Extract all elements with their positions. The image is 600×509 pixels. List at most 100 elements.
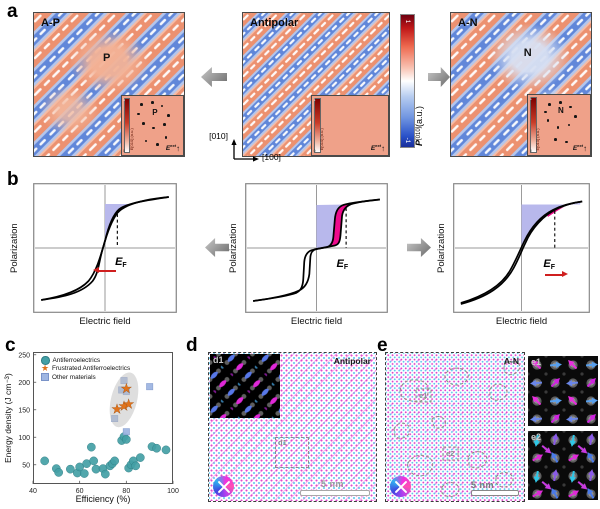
defect-dot <box>139 103 143 106</box>
svg-text:60: 60 <box>76 488 84 495</box>
legend-item-antiferroelectrics: Antiferroelectrics <box>41 356 130 365</box>
legend-item-other: Other materials <box>41 373 130 382</box>
inset-e2-label: e2 <box>531 432 542 442</box>
phase-field-inset-ap: 1 0 E[010] (a.u.) P Eext↑ <box>120 95 184 156</box>
block-arrow-left-icon <box>205 238 229 257</box>
circle-marker-icon <box>41 356 50 365</box>
magnified-region-outline <box>275 437 309 468</box>
star-marker-icon: ★ <box>41 363 50 374</box>
inset-colorbar-min: 0 <box>313 149 316 153</box>
field-ef-label: EF <box>543 257 556 271</box>
direction-colorwheel-icon <box>390 476 411 497</box>
block-arrow-right-icon <box>428 67 450 87</box>
stem-map-antipolar: d1 Antipolar d1 5 nm <box>208 352 377 502</box>
region-d1-label: d1 <box>278 438 287 447</box>
hysteresis-curves <box>33 183 177 313</box>
inset-region-label-n: N <box>557 105 564 115</box>
defect-dot <box>569 105 572 109</box>
field-ef-label: EF <box>336 257 349 271</box>
defect-dot <box>565 140 568 144</box>
inset-colorbar-min: 0 <box>529 149 532 153</box>
b1-xlabel: Electric field <box>79 316 131 327</box>
sim-title-ap: A-P <box>41 17 60 29</box>
panel-a-label: a <box>7 1 18 22</box>
defect-dot <box>567 123 571 127</box>
axis-indicator-arrows-icon <box>231 139 259 162</box>
svg-text:80: 80 <box>122 488 130 495</box>
region-label-n: N <box>523 47 532 60</box>
b3-xlabel: Electric field <box>495 316 548 327</box>
polarization-dot-texture <box>386 353 524 501</box>
colorbar-min: -1 <box>404 137 411 144</box>
panel-e-label: e <box>377 335 388 356</box>
polarization-colorbar: 1 -1 <box>400 14 415 148</box>
square-marker-icon <box>41 373 49 382</box>
hysteresis-curves <box>245 183 388 313</box>
c-legend: Antiferroelectrics ★ Frustrated Antiferro… <box>41 356 130 382</box>
defect-dot <box>548 103 551 106</box>
svg-text:★: ★ <box>121 382 132 396</box>
domain-outline-overlay <box>393 360 521 498</box>
stem-inset-e1: e1 <box>528 356 598 426</box>
simulation-panel-antipolar: Antipolar 1 0 E[010] (a.u.) Eext↑ <box>242 12 390 157</box>
svg-text:100: 100 <box>167 488 179 495</box>
region-e2-label: e2 <box>446 449 455 458</box>
hysteresis-curves <box>453 183 590 313</box>
sim-title-antipolar: Antipolar <box>250 17 299 29</box>
defect-dot <box>142 122 145 125</box>
defect-dot <box>164 136 168 139</box>
svg-text:★: ★ <box>112 402 123 416</box>
inset-colorbar-label: E[010] (a.u.) <box>319 128 325 151</box>
defect-dot <box>546 118 550 122</box>
inset-colorbar-label: E[010] (a.u.) <box>535 128 541 151</box>
map-title-an: A-N <box>503 356 519 366</box>
red-arrow-left-icon <box>93 267 117 274</box>
hysteresis-plot-antipolar: EF <box>245 183 388 313</box>
simulation-panel-an: A-N N 1 0 E[010] (a.u.) N Eext↑ <box>450 12 592 157</box>
block-arrow-left-icon <box>201 67 227 87</box>
c-xlabel: Efficiency (%) <box>75 494 131 504</box>
svg-text:★: ★ <box>119 399 130 413</box>
region-label-p: P <box>103 51 111 64</box>
scalebar-label: 5 nm <box>320 479 344 489</box>
map-title-antipolar: Antipolar <box>333 356 371 366</box>
b1-ylabel: Polarization <box>9 223 20 273</box>
direction-colorwheel-icon <box>213 476 234 497</box>
inset-colorbar-max: 1 <box>123 98 125 103</box>
atomic-lattice-arrows-image <box>528 356 598 426</box>
svg-text:150: 150 <box>18 407 30 414</box>
defect-dot <box>163 123 166 126</box>
colorbar-max: 1 <box>404 19 411 24</box>
defect-dot <box>167 113 170 117</box>
external-field-label: Eext↑ <box>165 142 180 153</box>
block-arrow-right-icon <box>407 238 431 257</box>
panel-b-label: b <box>7 169 19 190</box>
hysteresis-plot-ap: EF <box>33 183 177 313</box>
atomic-lattice-image <box>210 354 280 418</box>
defect-dot <box>573 115 577 118</box>
defect-dot <box>160 104 164 108</box>
stem-map-an: A-N e1 e2 5 nm <box>385 352 525 502</box>
sim-title-an: A-N <box>458 17 478 29</box>
atomic-lattice-arrows-image <box>528 431 598 500</box>
scalebar <box>300 490 370 496</box>
svg-text:200: 200 <box>18 380 30 387</box>
external-field-label: Eext↑ <box>370 142 385 153</box>
phase-field-inset-an: 1 0 E[010] (a.u.) N Eext↑ <box>527 93 591 156</box>
up-arrow-icon: ↑ <box>381 144 385 153</box>
b3-ylabel: Polarization <box>436 223 447 273</box>
b2-xlabel: Electric field <box>290 316 343 327</box>
hysteresis-plot-an: EF <box>453 183 590 313</box>
defect-dot <box>155 143 159 146</box>
up-arrow-icon: ↑ <box>583 144 587 153</box>
defect-dot <box>152 126 155 130</box>
svg-text:50: 50 <box>22 462 30 469</box>
scalebar <box>471 490 519 496</box>
field-ef-label: EF <box>115 256 127 270</box>
axis-label-010: [010] <box>209 131 228 141</box>
c-ylabel: Energy density (J cm −3) <box>3 373 13 463</box>
svg-text:★: ★ <box>123 397 134 411</box>
defect-dot <box>559 100 562 104</box>
panel-c-label: c <box>5 335 16 356</box>
